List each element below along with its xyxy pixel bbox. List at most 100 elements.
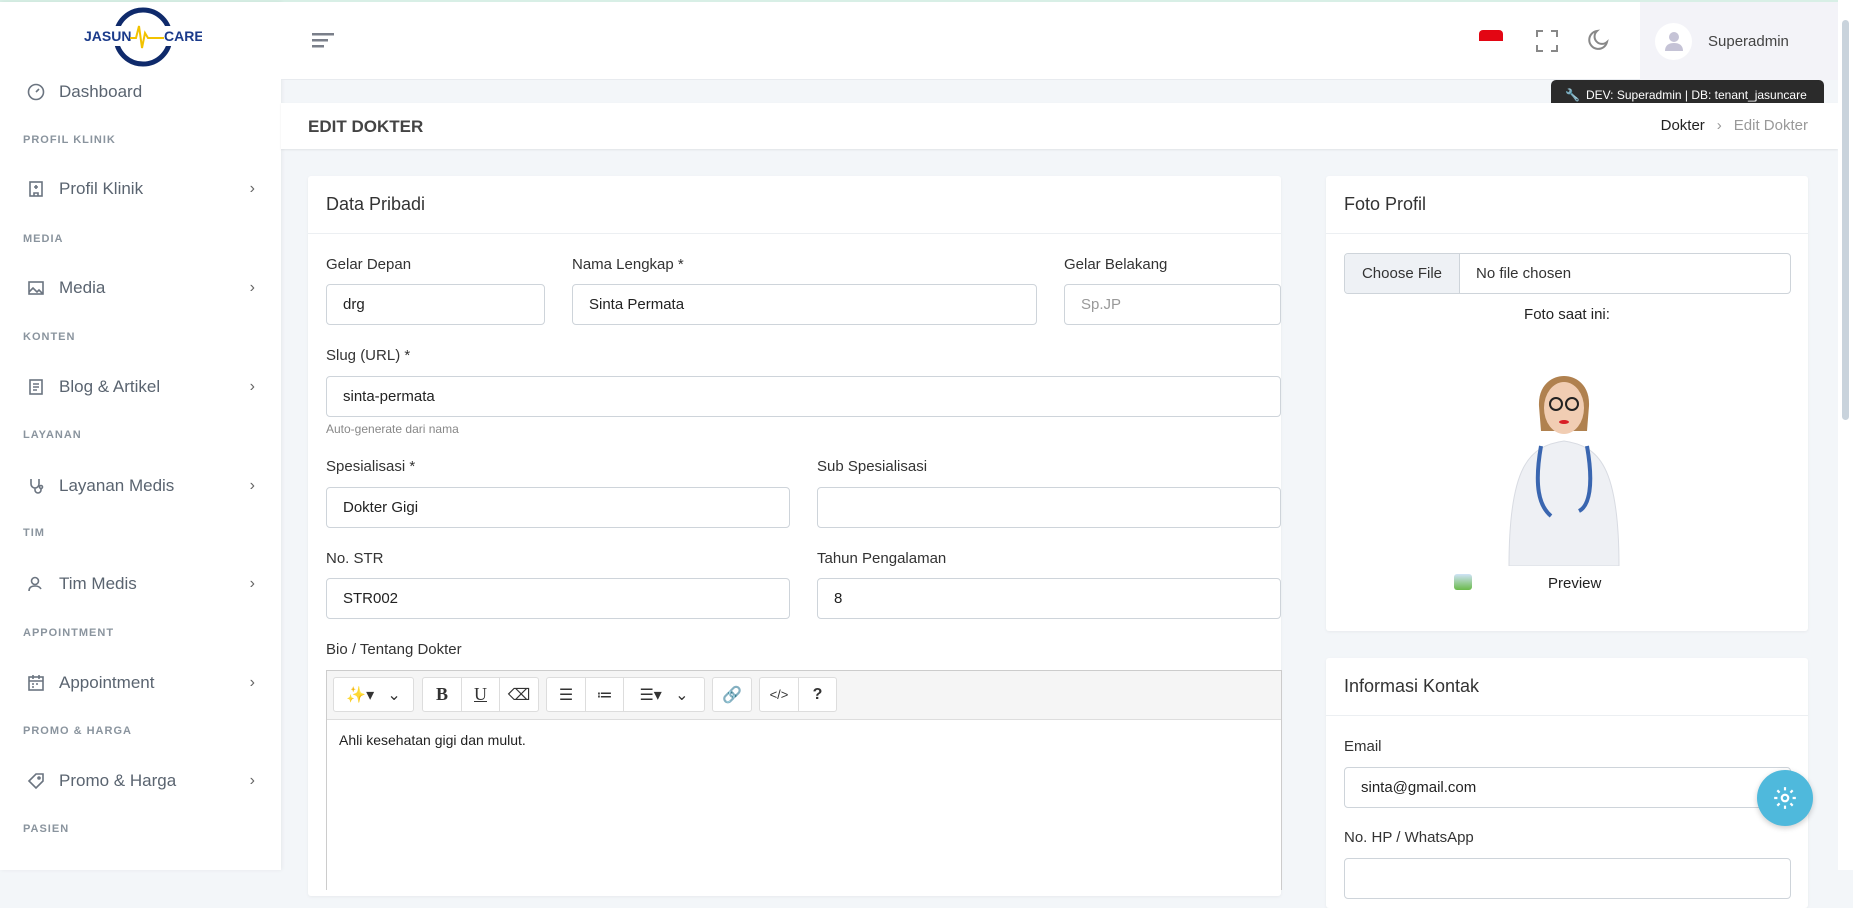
no-hp-label: No. HP / WhatsApp (1344, 829, 1474, 846)
slug-help-text: Auto-generate dari nama (326, 422, 459, 436)
gelar-depan-input[interactable]: drg (326, 284, 545, 325)
bold-icon[interactable]: B (422, 677, 462, 712)
sidebar-item-label: Dashboard (59, 82, 143, 101)
broken-image-icon (1454, 574, 1472, 590)
user-menu[interactable]: Superadmin (1640, 2, 1840, 80)
scrollbar-thumb[interactable] (1842, 20, 1849, 420)
sidebar: JASUN CARE Dashboard PROFIL KLINIK Profil … (0, 2, 281, 870)
nama-lengkap-input[interactable]: Sinta Permata (572, 284, 1037, 325)
sidebar-item-tim-medis[interactable]: Tim Medis › (0, 564, 281, 604)
dashboard-icon (27, 83, 45, 101)
breadcrumb-separator: › (1716, 117, 1722, 134)
current-photo-label: Foto saat ini: (1524, 306, 1610, 323)
no-str-label: No. STR (326, 550, 384, 567)
sidebar-item-label: Blog & Artikel (59, 377, 161, 396)
user-icon (28, 576, 42, 592)
ordered-list-icon[interactable]: ≔ (585, 677, 624, 712)
preview-image-alt: Preview (1548, 575, 1602, 592)
sidebar-item-layanan-medis[interactable]: Layanan Medis › (0, 466, 281, 506)
breadcrumb-dokter[interactable]: Dokter (1660, 117, 1705, 134)
sidebar-item-blog-artikel[interactable]: Blog & Artikel › (0, 367, 281, 407)
building-icon (29, 181, 43, 197)
doctor-photo (1489, 346, 1639, 571)
nama-lengkap-label: Nama Lengkap * (572, 256, 684, 273)
avatar (1655, 22, 1692, 60)
sidebar-section-label: PASIEN (23, 823, 70, 835)
breadcrumb-current: Edit Dokter (1733, 117, 1808, 134)
sub-spesialisasi-input[interactable] (817, 487, 1281, 528)
file-status-text: No file chosen (1476, 265, 1572, 282)
slug-label: Slug (URL) * (326, 347, 411, 364)
sidebar-item-label: Appointment (59, 673, 155, 692)
language-flag-icon[interactable] (1479, 30, 1503, 41)
bio-editor-content[interactable]: Ahli kesehatan gigi dan mulut. (339, 732, 526, 748)
image-icon (28, 281, 44, 295)
sidebar-section-label: TIM (23, 527, 45, 539)
no-str-input[interactable]: STR002 (326, 578, 790, 619)
email-input[interactable]: sinta@gmail.com (1344, 767, 1791, 808)
menu-toggle-icon[interactable] (312, 30, 336, 55)
chevron-right-icon: › (249, 772, 255, 789)
sidebar-section-label: MEDIA (23, 233, 64, 245)
gelar-belakang-input[interactable]: Sp.JP (1064, 284, 1281, 325)
code-view-icon[interactable]: </> (759, 677, 799, 712)
sidebar-item-label: Profil Klinik (59, 179, 144, 198)
user-name: Superadmin (1708, 32, 1789, 50)
stethoscope-icon (30, 479, 44, 494)
bio-rich-text-editor: ✨▾ ⌄ B U ⌫ ☰ ≔ ☰▾ ⌄ 🔗 </> ? Ahli kesehat… (326, 670, 1282, 890)
link-icon[interactable]: 🔗 (712, 677, 752, 712)
chevron-right-icon: › (249, 575, 255, 592)
help-icon[interactable]: ? (798, 677, 837, 712)
slug-input[interactable]: sinta-permata (326, 376, 1281, 417)
page-title-bar: EDIT DOKTER Dokter › Edit Dokter (281, 103, 1838, 149)
document-icon (29, 379, 43, 395)
sidebar-item-label: Layanan Medis (59, 476, 175, 495)
svg-text:JASUN: JASUN (84, 28, 131, 44)
bio-label: Bio / Tentang Dokter (326, 641, 462, 658)
gear-icon (1774, 787, 1796, 809)
sidebar-item-media[interactable]: Media › (0, 268, 281, 308)
style-dropdown-magic-wand-icon[interactable]: ✨▾ ⌄ (333, 677, 414, 712)
sidebar-item-dashboard[interactable]: Dashboard (0, 72, 281, 112)
chevron-right-icon: › (249, 477, 255, 494)
logo[interactable]: JASUN CARE (84, 6, 204, 68)
underline-icon[interactable]: U (461, 677, 500, 712)
sidebar-section-label: KONTEN (23, 331, 76, 343)
sidebar-item-label: Promo & Harga (59, 771, 177, 790)
page-title: EDIT DOKTER (308, 117, 424, 136)
top-header: Superadmin (281, 2, 1840, 80)
dark-mode-moon-icon[interactable] (1587, 28, 1611, 57)
chevron-right-icon: › (249, 378, 255, 395)
eraser-icon[interactable]: ⌫ (499, 677, 539, 712)
calendar-icon (28, 675, 44, 691)
tahun-pengalaman-input[interactable]: 8 (817, 578, 1281, 619)
sidebar-item-promo-harga[interactable]: Promo & Harga › (0, 761, 281, 801)
chevron-right-icon: › (249, 674, 255, 691)
card-title: Data Pribadi (308, 176, 1281, 234)
chevron-right-icon: › (249, 279, 255, 296)
photo-file-input[interactable]: Choose File No file chosen (1344, 253, 1791, 294)
foto-profil-card: Foto Profil Choose File No file chosen F… (1326, 176, 1808, 631)
sub-spesialisasi-label: Sub Spesialisasi (817, 458, 928, 475)
sidebar-section-label: PROMO & HARGA (23, 725, 132, 737)
svg-text:CARE: CARE (164, 28, 202, 44)
choose-file-button[interactable]: Choose File (1345, 254, 1460, 293)
fullscreen-icon[interactable] (1536, 30, 1558, 57)
editor-toolbar: ✨▾ ⌄ B U ⌫ ☰ ≔ ☰▾ ⌄ 🔗 </> ? (327, 671, 1281, 720)
informasi-kontak-card: Informasi Kontak Email sinta@gmail.com N… (1326, 658, 1808, 908)
sidebar-section-label: LAYANAN (23, 429, 82, 441)
email-label: Email (1344, 738, 1382, 755)
page-scrollbar[interactable] (1838, 0, 1853, 870)
sidebar-item-appointment[interactable]: Appointment › (0, 663, 281, 703)
tag-icon (27, 773, 44, 790)
gelar-belakang-label: Gelar Belakang (1064, 256, 1168, 273)
wrench-icon: 🔧 (1565, 87, 1580, 102)
no-hp-input[interactable] (1344, 858, 1791, 899)
paragraph-align-icon[interactable]: ☰▾ ⌄ (623, 677, 705, 712)
sidebar-item-profil-klinik[interactable]: Profil Klinik › (0, 169, 281, 209)
settings-gear-button[interactable] (1757, 770, 1813, 826)
unordered-list-icon[interactable]: ☰ (546, 677, 586, 712)
breadcrumb: Dokter › Edit Dokter (1661, 117, 1808, 134)
tahun-pengalaman-label: Tahun Pengalaman (817, 550, 947, 567)
spesialisasi-input[interactable]: Dokter Gigi (326, 487, 790, 528)
